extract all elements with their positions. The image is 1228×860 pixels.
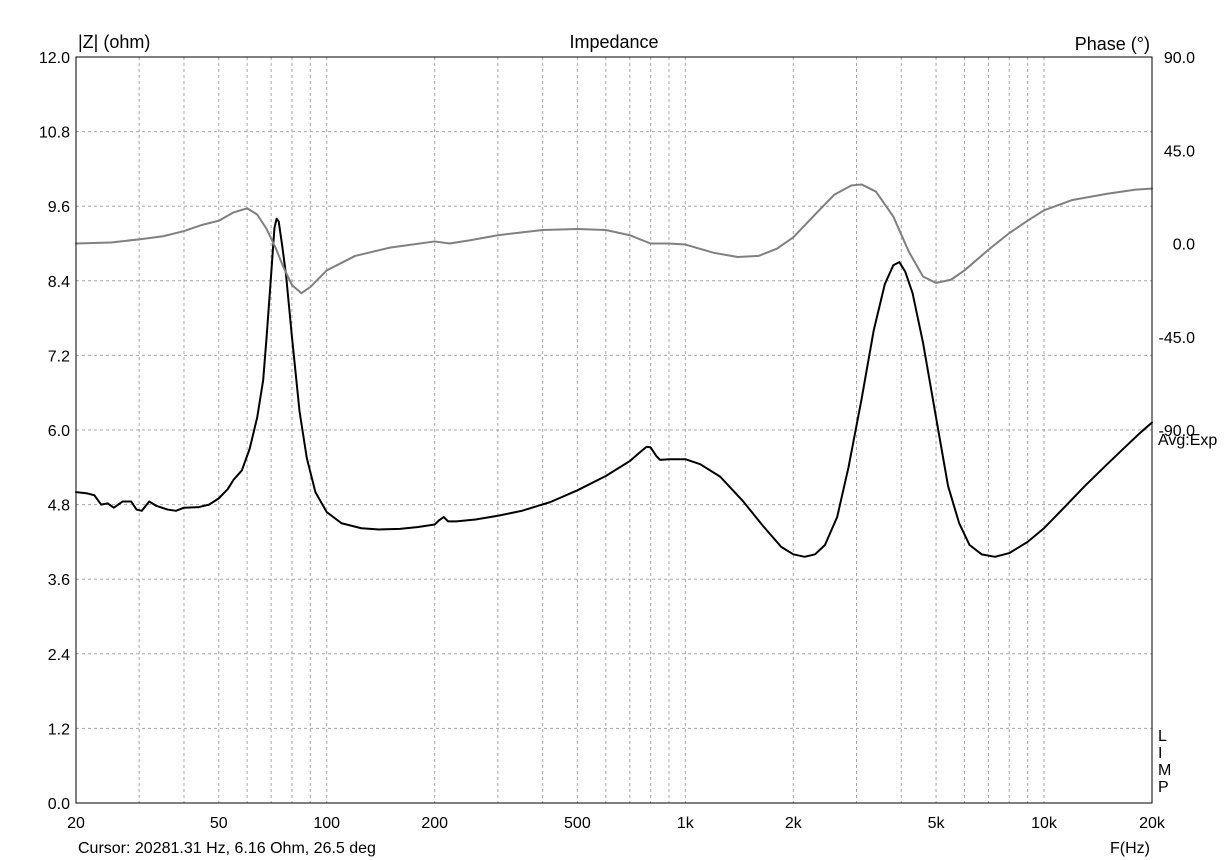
y-tick-label: 12.0 [39,50,70,67]
y-tick-label: 10.8 [39,125,70,142]
y-tick-label: 6.0 [48,423,70,440]
cursor-readout: Cursor: 20281.31 Hz, 6.16 Ohm, 26.5 deg [78,840,376,857]
limp-letter: L [1158,728,1167,745]
x-tick-label: 200 [421,815,448,832]
y-tick-label: 2.4 [48,647,70,664]
limp-letter: I [1158,745,1162,762]
y2-tick-labels: 90.0 45.0 0.0 -45.0 -90.0 [1159,50,1196,440]
x-tick-label: 20k [1139,815,1166,832]
x-tick-label: 1k [677,815,695,832]
x-tick-label: 50 [210,815,228,832]
y-tick-label: 9.6 [48,199,70,216]
phase-curve [75,183,1153,295]
y-tick-label: 0.0 [48,796,70,813]
y-tick-label: 4.8 [48,498,70,515]
y2-tick-label: -45.0 [1159,330,1196,347]
x-tick-label: 20 [67,815,85,832]
y2-tick-label: 90.0 [1164,50,1195,67]
y-tick-label: 8.4 [48,274,70,291]
grid [76,57,1152,803]
x-tick-labels: 20 50 100 200 500 1k 2k 5k 10k 20k [67,815,1166,832]
x-tick-label: 2k [785,815,803,832]
x-tick-label: 500 [564,815,591,832]
limp-letter: P [1158,779,1169,796]
averaging-label: Avg:Exp [1158,432,1217,449]
y2-tick-label: -90.0 [1159,423,1196,440]
y-tick-label: 7.2 [48,348,70,365]
y2-axis-label: Phase (°) [1075,34,1150,54]
x-axis-label: F(Hz) [1110,840,1150,857]
limp-letter: M [1158,762,1171,779]
impedance-curve [75,217,1153,558]
y2-tick-label: 0.0 [1173,237,1195,254]
series-layer [75,183,1153,558]
plot-frame [75,56,1153,804]
y-tick-label: 1.2 [48,721,70,738]
y-tick-labels: 0.0 1.2 2.4 3.6 4.8 6.0 7.2 8.4 9.6 10.8 12.0 [39,50,70,813]
y-tick-label: 3.6 [48,572,70,589]
y-axis-label: |Z| (ohm) [78,32,150,52]
x-tick-label: 100 [313,815,340,832]
chart-title: Impedance [569,32,658,52]
y2-tick-label: 45.0 [1164,143,1195,160]
x-tick-label: 5k [928,815,946,832]
x-tick-label: 10k [1031,815,1058,832]
